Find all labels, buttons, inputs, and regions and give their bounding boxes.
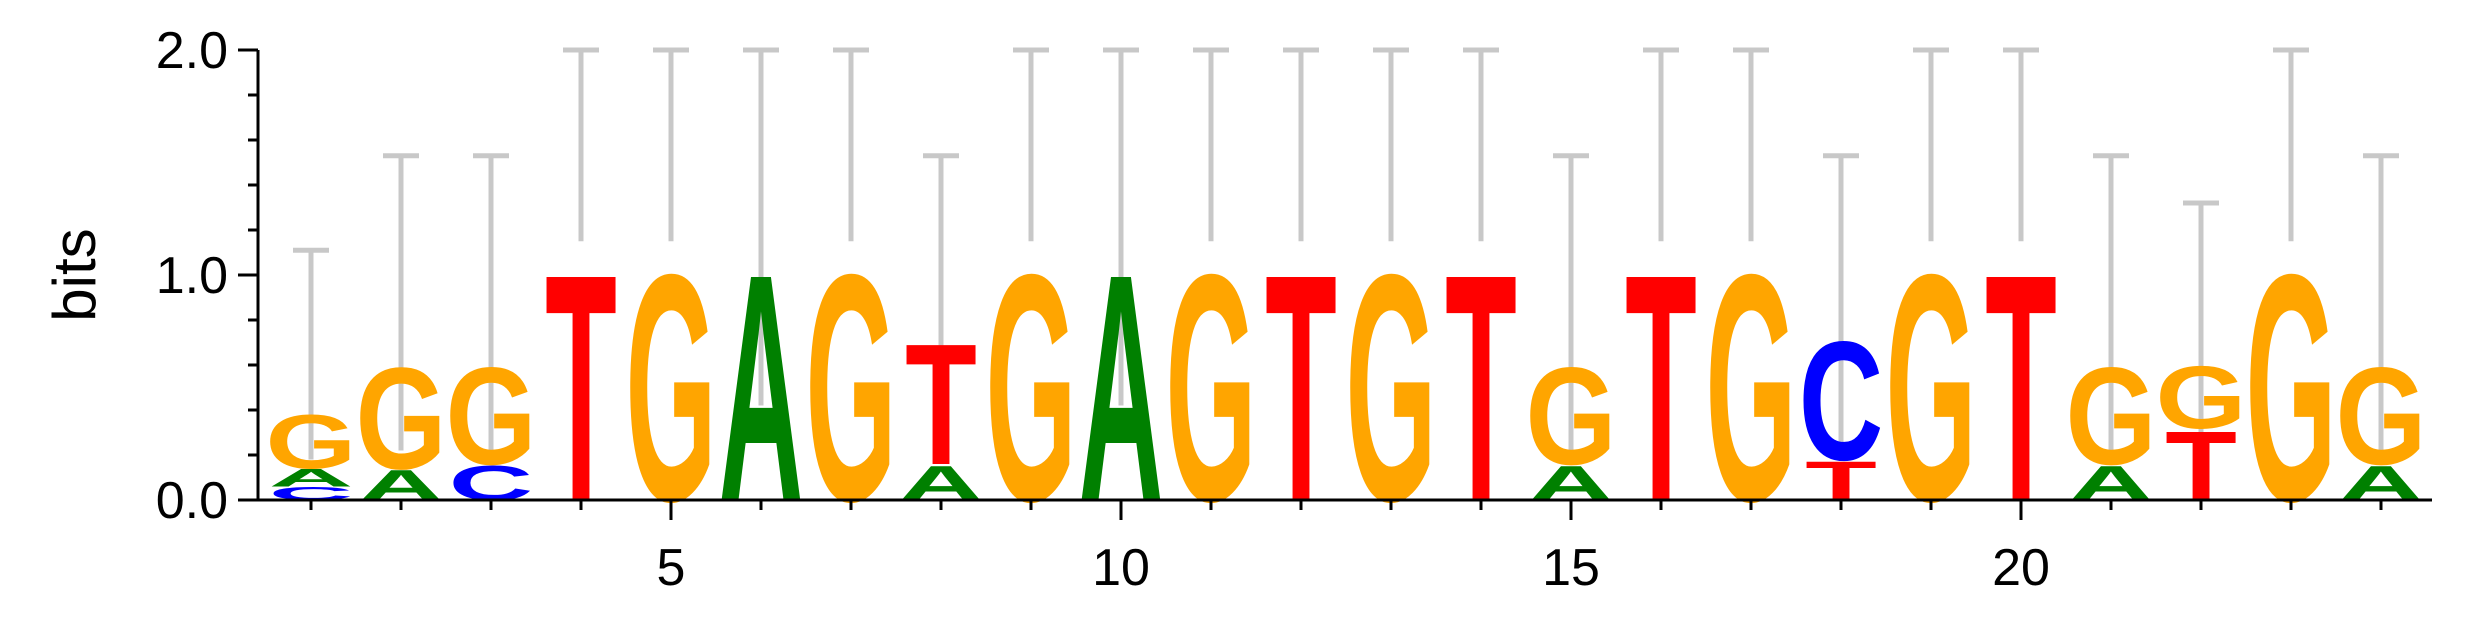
logo-letter-C: C xyxy=(1799,306,1884,496)
logo-letter-G: G xyxy=(2155,348,2246,448)
logo-letter-G: G xyxy=(1525,340,1616,495)
x-tick-label: 20 xyxy=(1992,539,2050,597)
x-tick-label: 5 xyxy=(657,539,686,597)
error-bar xyxy=(653,47,689,242)
logo-letter-G: G xyxy=(1705,206,1796,569)
error-bar xyxy=(1283,47,1319,242)
x-tick-major: 15 xyxy=(1542,500,1600,597)
y-tick-label: 2.0 xyxy=(156,22,228,80)
logo-letter-G: G xyxy=(355,338,446,500)
error-bar xyxy=(2183,200,2219,437)
y-tick-label: 0.0 xyxy=(156,472,228,530)
error-bar xyxy=(1193,47,1229,242)
logo-letter-G: G xyxy=(265,399,356,485)
logo-letter-A: A xyxy=(269,464,354,492)
y-axis-ticks: 0.0 1.0 2.0 xyxy=(156,22,258,530)
error-bar xyxy=(473,153,509,451)
x-tick-major: 20 xyxy=(1992,500,2050,597)
logo-letter-T: T xyxy=(1625,206,1697,569)
error-bar xyxy=(1643,47,1679,242)
x-tick-major: 10 xyxy=(1092,500,1150,597)
logo-letters: CAG AG CG T G A G AT G A G T G T AG T G TC G T AG TGG AG xyxy=(265,206,2426,569)
error-bars xyxy=(293,47,2399,460)
logo-letter-T: T xyxy=(905,308,977,501)
y-tick-label: 1.0 xyxy=(156,247,228,305)
logo-letter-G: G xyxy=(1165,206,1256,569)
error-bar xyxy=(833,47,869,242)
logo-letter-G: G xyxy=(2335,340,2426,495)
error-bar xyxy=(2003,47,2039,242)
error-bar xyxy=(1733,47,1769,242)
x-tick-major: 5 xyxy=(657,500,686,597)
logo-letter-T: T xyxy=(1445,206,1517,569)
x-axis-ticks: 5 10 15 20 xyxy=(309,500,2383,597)
logo-letter-G: G xyxy=(1885,206,1976,569)
y-tick: 2.0 xyxy=(156,22,258,80)
logo-letter-A: A xyxy=(719,206,804,569)
error-bar xyxy=(1373,47,1409,242)
logo-letter-G: G xyxy=(2245,206,2336,569)
x-tick-label: 15 xyxy=(1542,539,1600,597)
error-bar xyxy=(2363,153,2399,451)
logo-letter-G: G xyxy=(2065,340,2156,495)
error-bar xyxy=(563,47,599,242)
error-bar xyxy=(1463,47,1499,242)
error-bar xyxy=(2093,153,2129,451)
logo-letter-G: G xyxy=(1345,206,1436,569)
error-bar xyxy=(923,153,959,451)
axes: 0.0 1.0 2.0 5 10 15 20 bits xyxy=(41,22,2432,597)
error-bar xyxy=(1553,153,1589,451)
error-bar xyxy=(383,153,419,451)
y-tick: 1.0 xyxy=(156,247,258,305)
x-tick-label: 10 xyxy=(1092,539,1150,597)
error-bar xyxy=(1823,153,1859,451)
y-axis-title: bits xyxy=(41,228,108,321)
error-bar xyxy=(1013,47,1049,242)
error-bar xyxy=(2273,47,2309,242)
logo-letter-G: G xyxy=(805,206,896,569)
logo-letter-T: T xyxy=(1265,206,1337,569)
logo-letter-G: G xyxy=(985,206,1076,569)
error-bar xyxy=(293,247,329,460)
logo-letter-T: T xyxy=(545,206,617,569)
y-tick: 0.0 xyxy=(156,472,258,530)
logo-letter-G: G xyxy=(445,340,536,495)
error-bar xyxy=(1103,47,1139,406)
error-bar xyxy=(1913,47,1949,242)
error-bar xyxy=(743,47,779,406)
